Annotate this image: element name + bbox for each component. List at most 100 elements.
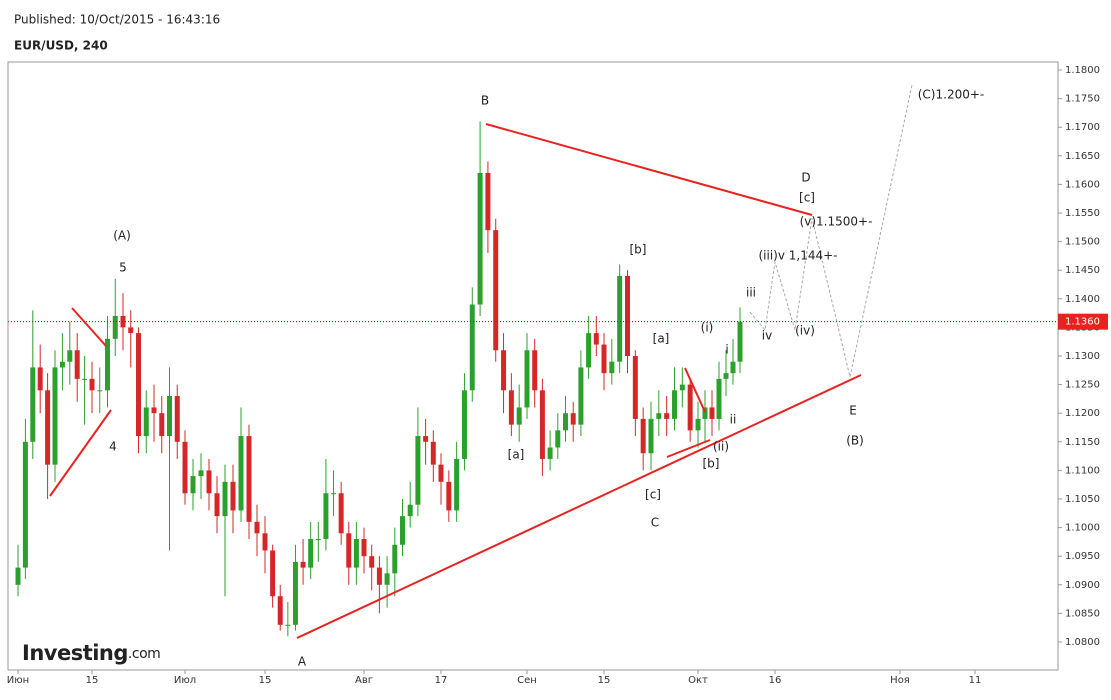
candle-body bbox=[695, 418, 701, 431]
trendline bbox=[684, 367, 706, 413]
wave-label: (iii)v 1,144+- bbox=[758, 249, 837, 263]
wave-label: i bbox=[725, 343, 728, 357]
candle-body bbox=[338, 493, 344, 534]
y-tick-label: 1.1800 bbox=[1065, 65, 1100, 76]
candle-body bbox=[555, 430, 561, 448]
x-tick-label: 15 bbox=[598, 675, 611, 686]
wave-label: iv bbox=[762, 329, 772, 343]
trendlines bbox=[49, 123, 862, 639]
candle-body bbox=[532, 350, 538, 391]
candle-body bbox=[578, 367, 584, 425]
y-tick-label: 1.1050 bbox=[1065, 494, 1100, 505]
candle-body bbox=[679, 384, 685, 391]
candle-body bbox=[687, 384, 693, 431]
candle-body bbox=[190, 476, 196, 494]
published: Published: 10/Oct/2015 - 16:43:16 bbox=[14, 13, 220, 27]
marks bbox=[15, 121, 743, 637]
wave-label: D bbox=[801, 171, 810, 185]
candle-body bbox=[37, 367, 43, 391]
candle-body bbox=[438, 464, 444, 482]
candle-body bbox=[308, 539, 314, 568]
candle-body bbox=[331, 493, 337, 495]
candle-body bbox=[315, 539, 321, 541]
candle-body bbox=[508, 390, 514, 425]
logo-name: Investing bbox=[22, 641, 128, 665]
candle-body bbox=[285, 624, 291, 626]
x-tick-label: Авг bbox=[355, 675, 373, 686]
y-tick-label: 1.1100 bbox=[1065, 465, 1100, 476]
wave-label: [c] bbox=[645, 488, 661, 502]
candle-body bbox=[672, 390, 677, 419]
trendline bbox=[49, 409, 112, 497]
candle-body bbox=[415, 436, 421, 505]
candle-body bbox=[461, 390, 467, 459]
x-tick-label: 11 bbox=[969, 675, 982, 686]
x-tick-label: Июл bbox=[174, 675, 196, 686]
wave-label: iii bbox=[746, 286, 756, 300]
wave-label: (C)1.200+- bbox=[918, 88, 984, 102]
candle-body bbox=[230, 481, 236, 511]
candle-body bbox=[136, 333, 141, 437]
y-tick-label: 1.1650 bbox=[1065, 151, 1100, 162]
candle-body bbox=[709, 407, 715, 419]
candle-body bbox=[30, 367, 36, 442]
candle-body bbox=[198, 470, 204, 477]
y-tick-label: 1.0950 bbox=[1065, 551, 1100, 562]
candle-body bbox=[640, 418, 646, 454]
candle-body bbox=[105, 338, 110, 391]
y-tick-label: 1.1700 bbox=[1065, 122, 1100, 133]
candle-body bbox=[222, 481, 228, 517]
wave-label: C bbox=[651, 516, 659, 530]
candle-body bbox=[206, 470, 212, 494]
wave-label: (i) bbox=[701, 321, 714, 335]
candle-body bbox=[501, 350, 507, 391]
trendline bbox=[485, 123, 813, 216]
x-tick-label: 15 bbox=[86, 675, 99, 686]
candle-body bbox=[238, 436, 244, 511]
candle-body bbox=[214, 493, 220, 517]
candle-body bbox=[15, 567, 21, 585]
wave-label: (ii) bbox=[713, 440, 729, 454]
candle-body bbox=[376, 567, 382, 585]
candle-body bbox=[369, 556, 375, 568]
candle-body bbox=[277, 596, 283, 625]
candle-body bbox=[485, 172, 491, 231]
candle-body bbox=[151, 407, 157, 414]
wave-label: ii bbox=[730, 413, 737, 427]
candle-body bbox=[67, 350, 73, 362]
wave-label: [a] bbox=[508, 448, 525, 462]
y-tick-label: 1.1150 bbox=[1065, 437, 1100, 448]
y-tick-label: 1.1550 bbox=[1065, 208, 1100, 219]
candle-body bbox=[300, 561, 306, 568]
candle-body bbox=[656, 413, 662, 419]
wave-label: 4 bbox=[109, 440, 117, 454]
logo: Investing.com bbox=[22, 641, 160, 665]
wave-label: (v)1.1500+- bbox=[800, 215, 873, 229]
wave-label: [b] bbox=[630, 243, 647, 257]
candle-body bbox=[384, 573, 390, 585]
candle-body bbox=[392, 544, 398, 574]
candle-body bbox=[45, 390, 51, 465]
logo-suffix: .com bbox=[128, 646, 160, 662]
wave-label: B bbox=[481, 94, 489, 108]
wave-label: (A) bbox=[113, 229, 131, 243]
candle-body bbox=[593, 333, 599, 345]
wave-label: (B) bbox=[846, 434, 864, 448]
candle-body bbox=[477, 172, 483, 305]
candle-body bbox=[292, 561, 298, 625]
plot-frame bbox=[7, 61, 1059, 671]
trendline bbox=[666, 439, 711, 458]
wave-label: 5 bbox=[119, 261, 127, 275]
candle-body bbox=[664, 413, 670, 419]
x-tick-label: 15 bbox=[259, 675, 272, 686]
candle-body bbox=[493, 230, 499, 351]
wave-label: [c] bbox=[799, 191, 815, 205]
y-tick-label: 1.1300 bbox=[1065, 351, 1100, 362]
candle-body bbox=[737, 321, 743, 362]
wave-label: [a] bbox=[653, 332, 670, 346]
wave-label: A bbox=[298, 655, 307, 669]
x-tick-label: Июн bbox=[7, 675, 29, 686]
x-tick-label: 17 bbox=[435, 675, 448, 686]
candle-body bbox=[82, 378, 88, 380]
